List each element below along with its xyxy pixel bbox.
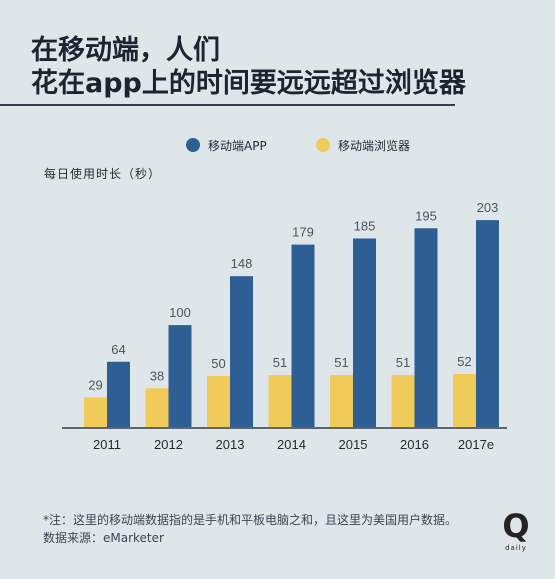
browser-value-label-2011: 29: [88, 377, 102, 392]
browser-value-label-2012: 38: [150, 368, 164, 383]
x-tick-label-2015: 2015: [339, 437, 368, 452]
app-value-label-2015: 185: [354, 218, 376, 233]
brand-text: daily: [505, 544, 527, 552]
browser-bar-2015: [330, 375, 353, 427]
app-bar-2012: [168, 325, 192, 427]
app-value-label-2012: 100: [169, 305, 191, 320]
app-value-label-2017e: 203: [477, 200, 499, 215]
app-bar-2011: [107, 361, 130, 427]
app-value-label-2016: 195: [415, 208, 437, 223]
legend-item-browser: 移动端浏览器: [316, 136, 410, 154]
x-tick-label-2013: 2013: [216, 437, 245, 452]
legend-label-app: 移动端APP: [208, 138, 267, 153]
browser-bar-2012: [145, 388, 169, 427]
browser-value-label-2013: 50: [211, 356, 225, 371]
footnote-note: *注：这里的移动端数据指的是手机和平板电脑之和，且这里为美国用户数据。: [43, 513, 458, 527]
app-bar-2017e: [476, 220, 499, 427]
title-divider: [0, 104, 455, 106]
browser-bar-2011: [84, 397, 107, 427]
title-block: 在移动端，人们 花在app上的时间要远远超过浏览器: [31, 34, 486, 100]
brand-logo: Q daily: [495, 510, 537, 570]
legend-label-browser: 移动端浏览器: [338, 138, 411, 153]
x-tick-label-2016: 2016: [400, 437, 429, 452]
app-bar-2016: [414, 228, 438, 427]
app-value-label-2011: 64: [111, 342, 125, 357]
browser-bar-2016: [391, 375, 415, 427]
legend-swatch-browser: [316, 138, 330, 152]
x-tick-label-2012: 2012: [154, 437, 183, 452]
app-bar-2013: [230, 276, 253, 427]
page-title-line-1: 在移动端，人们: [31, 35, 220, 66]
footnote-source: 数据来源：eMarketer: [43, 531, 164, 545]
browser-value-label-2016: 51: [396, 355, 410, 370]
brand-q-logo: Q: [502, 507, 530, 545]
x-tick-label-2017e: 2017e: [458, 437, 494, 452]
app-value-label-2013: 148: [231, 256, 253, 271]
y-axis-label: 每日使用时长（秒）: [44, 167, 162, 181]
browser-value-label-2017e: 52: [457, 354, 471, 369]
footnote: *注：这里的移动端数据指的是手机和平板电脑之和，且这里为美国用户数据。 数据来源…: [43, 511, 457, 547]
browser-bar-2014: [268, 375, 292, 427]
legend-item-app: 移动端APP: [186, 136, 267, 154]
browser-value-label-2014: 51: [273, 355, 287, 370]
app-bar-2014: [291, 244, 315, 427]
x-tick-label-2014: 2014: [277, 437, 306, 452]
page-title-line-2: 花在app上的时间要远远超过浏览器: [31, 68, 466, 99]
browser-value-label-2015: 51: [334, 355, 348, 370]
app-bar-2015: [353, 238, 376, 427]
legend-swatch-app: [186, 138, 200, 152]
browser-bar-2017e: [453, 374, 476, 427]
x-tick-label-2011: 2011: [93, 437, 121, 452]
browser-bar-2013: [207, 376, 230, 427]
app-value-label-2014: 179: [292, 225, 314, 240]
chart-legend: 移动端APP 移动端浏览器: [186, 136, 446, 154]
